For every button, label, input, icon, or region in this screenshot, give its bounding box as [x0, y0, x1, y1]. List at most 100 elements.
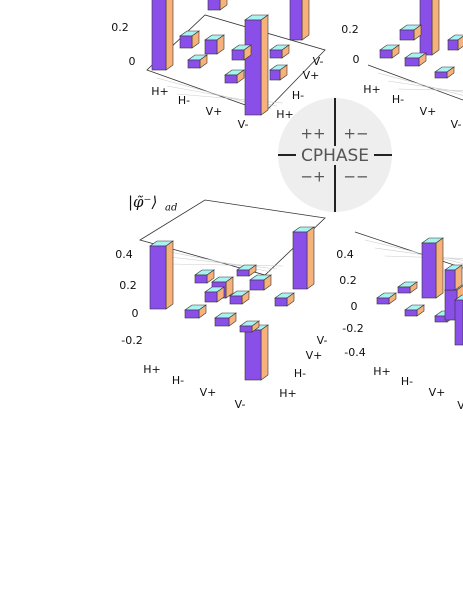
- state-label-sub: ad: [165, 203, 177, 214]
- axis-label: H-: [178, 94, 190, 107]
- bar-side: [260, 324, 269, 381]
- badge-quadrant: +−: [343, 125, 368, 143]
- grid-line: [387, 80, 463, 93]
- grid-line: [364, 239, 463, 264]
- z-tick-label: 0: [129, 55, 136, 68]
- bar-front: [289, 0, 303, 41]
- bar-front: [397, 286, 411, 294]
- badge-label-bg: [296, 146, 374, 165]
- bar-side: [435, 237, 444, 299]
- bar-front: [454, 299, 463, 346]
- grid-line: [377, 72, 463, 96]
- z-tick-label: 0: [132, 307, 139, 320]
- bar-front: [269, 69, 281, 81]
- bar-front: [399, 29, 415, 41]
- bar-front: [419, 0, 433, 56]
- z-tick-label: 0: [351, 300, 358, 313]
- z-tick-label: 0.4: [336, 248, 354, 261]
- bar-front: [151, 0, 167, 71]
- z-tick-label: -0.2: [342, 322, 363, 335]
- box-outline: [354, 231, 463, 269]
- bar-front: [184, 309, 200, 319]
- z-tick-label: -0.4: [344, 346, 365, 359]
- bar-front: [224, 74, 238, 84]
- badge: ++ +− CPHASE −+ −−: [278, 98, 392, 212]
- axis-label: V+: [303, 69, 320, 82]
- bar-side: [165, 240, 174, 310]
- bar-front: [229, 295, 243, 305]
- bar-front: [379, 49, 393, 59]
- axis-label: V: [457, 399, 463, 412]
- bar-front: [149, 245, 167, 310]
- bar-front: [179, 35, 193, 49]
- panel: 0.2 0 H+ H- V+ V-: [341, 0, 463, 131]
- panel: 0.40.20-0.2H+H-V+V-V-V+H-H+: [115, 199, 328, 411]
- bar-front: [239, 325, 253, 333]
- box-outline: [367, 64, 463, 101]
- z-tick-label: 0.2: [119, 279, 137, 292]
- axis-label: H-: [294, 367, 306, 380]
- axis-label: V-: [313, 55, 324, 68]
- axis-label: H-: [172, 374, 184, 387]
- grid-line: [169, 263, 284, 267]
- bar-front: [447, 39, 459, 51]
- bar-front: [236, 269, 250, 277]
- axis-label: V+: [206, 105, 223, 118]
- axis-label: H+: [151, 85, 169, 98]
- axis-label: V-: [235, 398, 246, 411]
- axis-label: V+: [306, 349, 323, 362]
- axis-label: H+: [363, 83, 381, 96]
- bar-side: [260, 14, 269, 116]
- bar-front: [269, 49, 283, 59]
- bar-front: [434, 71, 448, 79]
- axis-label: H-: [392, 93, 404, 106]
- bar-front: [404, 57, 420, 67]
- bar-side: [306, 226, 315, 290]
- z-tick-label: 0: [353, 53, 360, 66]
- panel: 0.20H+H-V+V-V-V+H-H+: [111, 0, 326, 131]
- axis-label: H-: [401, 375, 413, 388]
- grid-line: [374, 247, 463, 261]
- bar-front: [376, 297, 390, 305]
- bar-side: [219, 0, 228, 11]
- bar-side: [431, 0, 440, 56]
- bar-front: [214, 317, 230, 327]
- bar-front: [204, 39, 218, 55]
- bar-front: [207, 0, 221, 11]
- z-tick-label: 0.2: [341, 23, 359, 36]
- bar-front: [244, 19, 262, 116]
- bar-front: [194, 274, 208, 284]
- bar-front: [249, 279, 265, 291]
- axis-label: H-: [292, 89, 304, 102]
- axis-label: V+: [420, 105, 437, 118]
- z-tick-label: 0.4: [115, 248, 133, 261]
- bar-side: [301, 0, 310, 41]
- axis-label: V-: [317, 334, 328, 347]
- bar-front: [244, 329, 262, 381]
- axis-label: V-: [238, 118, 249, 131]
- axis-label: V+: [429, 386, 446, 399]
- axis-label: H+: [279, 387, 297, 400]
- bar-side: [165, 0, 174, 71]
- z-tick-label: 0.2: [111, 21, 129, 34]
- bar-front: [404, 309, 418, 317]
- axis-label: V+: [200, 386, 217, 399]
- bar-front: [204, 291, 218, 303]
- badge-quadrant: ++: [300, 125, 325, 143]
- bar-front: [231, 49, 245, 61]
- axis-label: H+: [143, 363, 161, 376]
- panel: 0.4 0.2 0 -0.2 -0.4 H+ H- V+ V: [336, 231, 463, 412]
- badge-label: CPHASE: [301, 146, 369, 166]
- axis-label: H+: [276, 108, 294, 121]
- badge-quadrant: −−: [343, 168, 368, 186]
- bar-front: [292, 231, 308, 290]
- z-tick-label: 0.2: [339, 274, 357, 287]
- badge-quadrant: −+: [300, 168, 325, 186]
- grid-line: [159, 255, 278, 270]
- state-label: |φ̃⁻⟩: [128, 193, 157, 211]
- bar-front: [444, 269, 456, 291]
- bar-front: [274, 297, 288, 307]
- axis-label: V-: [451, 118, 462, 131]
- bar-front: [187, 59, 201, 69]
